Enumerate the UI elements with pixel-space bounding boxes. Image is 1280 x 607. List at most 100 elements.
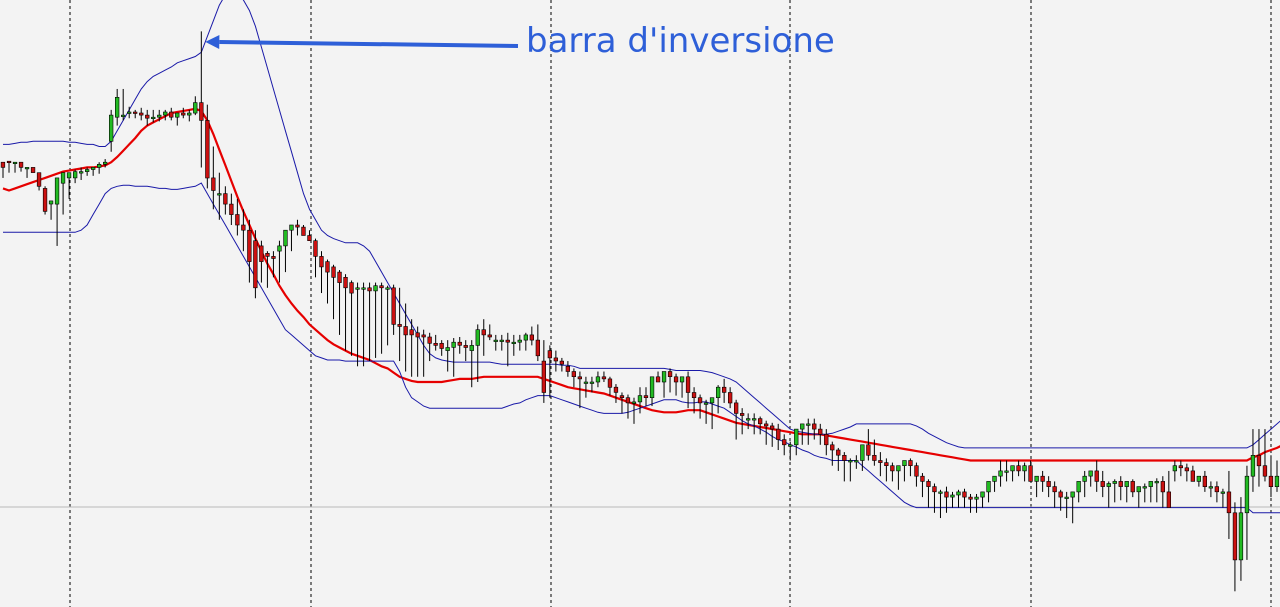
candle — [265, 251, 270, 288]
candle-body — [866, 444, 871, 456]
candle — [872, 439, 877, 466]
candle — [457, 336, 462, 354]
candle — [884, 458, 889, 482]
upper-band-line — [3, 0, 1280, 449]
candle-body — [619, 395, 625, 399]
candle-body — [403, 326, 408, 336]
candle-body — [1178, 465, 1184, 469]
candle-body — [721, 386, 727, 393]
candle — [926, 479, 931, 508]
candle-body — [679, 376, 685, 383]
candle-body — [769, 425, 775, 430]
candle-body — [0, 161, 6, 168]
candle-body — [1070, 491, 1075, 498]
candle — [800, 423, 805, 445]
candle-body — [733, 402, 739, 414]
candle — [1052, 481, 1057, 508]
candle-body — [1040, 475, 1045, 482]
candle-body — [169, 111, 174, 118]
candle — [109, 109, 114, 152]
candle — [12, 161, 18, 173]
candle-body — [523, 334, 529, 341]
candle-body — [487, 334, 492, 338]
candle — [115, 88, 120, 126]
candle-body — [1268, 475, 1274, 488]
candle — [890, 462, 895, 482]
candle-body — [794, 428, 799, 446]
candle — [854, 455, 859, 469]
candle — [373, 282, 378, 358]
candle-body — [595, 376, 601, 383]
candle-body — [451, 341, 456, 348]
candle — [902, 460, 907, 482]
candle-body — [313, 240, 318, 257]
candle-body — [571, 371, 577, 377]
candle — [703, 399, 709, 424]
candle-body — [475, 329, 480, 346]
candle — [169, 107, 174, 121]
candle-body — [457, 341, 462, 346]
candle — [1100, 470, 1105, 498]
candle-body — [830, 444, 835, 451]
candle-body — [800, 423, 805, 430]
candle-body — [763, 423, 769, 427]
candle-body — [565, 365, 571, 372]
candle — [583, 376, 589, 398]
candle — [331, 264, 336, 320]
candle — [1016, 460, 1021, 477]
candle — [379, 282, 384, 354]
candle-body — [715, 386, 721, 399]
candle — [986, 481, 991, 503]
candle-body — [349, 282, 354, 294]
candle-body — [235, 214, 240, 226]
candle-body — [121, 114, 126, 117]
candle-body — [115, 97, 120, 118]
candle — [205, 104, 210, 189]
candle — [163, 109, 168, 121]
candle — [271, 251, 276, 278]
candle-body — [73, 171, 78, 179]
candle-body — [1046, 481, 1051, 487]
candle-body — [902, 460, 907, 466]
candle — [745, 413, 751, 430]
candle-body — [613, 386, 619, 393]
candle — [1244, 465, 1250, 560]
moving-average-line — [2, 107, 1280, 462]
candle-body — [577, 376, 583, 380]
candle-body — [445, 347, 450, 351]
candle — [1106, 481, 1111, 508]
candle — [36, 172, 42, 191]
candle-body — [343, 276, 348, 289]
candle — [1184, 463, 1190, 482]
candle — [397, 287, 402, 362]
candle-body — [193, 102, 198, 114]
candle — [709, 397, 715, 430]
candle — [145, 109, 150, 126]
candle — [1220, 488, 1226, 508]
candle-body — [667, 371, 673, 377]
candle — [733, 399, 739, 440]
candle-body — [535, 339, 541, 357]
candle-body — [505, 339, 510, 343]
candle — [824, 429, 829, 456]
candle — [685, 371, 691, 409]
candle — [433, 334, 438, 351]
candle-body — [151, 116, 156, 119]
candle — [1028, 460, 1033, 482]
candle-body — [992, 475, 997, 482]
candle — [667, 368, 673, 393]
candle — [79, 167, 84, 181]
candle — [908, 458, 913, 477]
candle-body — [463, 345, 468, 348]
candle-body — [703, 402, 709, 405]
candle — [938, 489, 943, 519]
candle — [253, 230, 258, 299]
candle-body — [85, 169, 90, 172]
candle-body — [1220, 491, 1226, 494]
candle — [151, 109, 156, 123]
candle — [121, 88, 126, 121]
candle-body — [962, 491, 967, 498]
candle-body — [1022, 465, 1027, 472]
candle-body — [60, 172, 66, 184]
